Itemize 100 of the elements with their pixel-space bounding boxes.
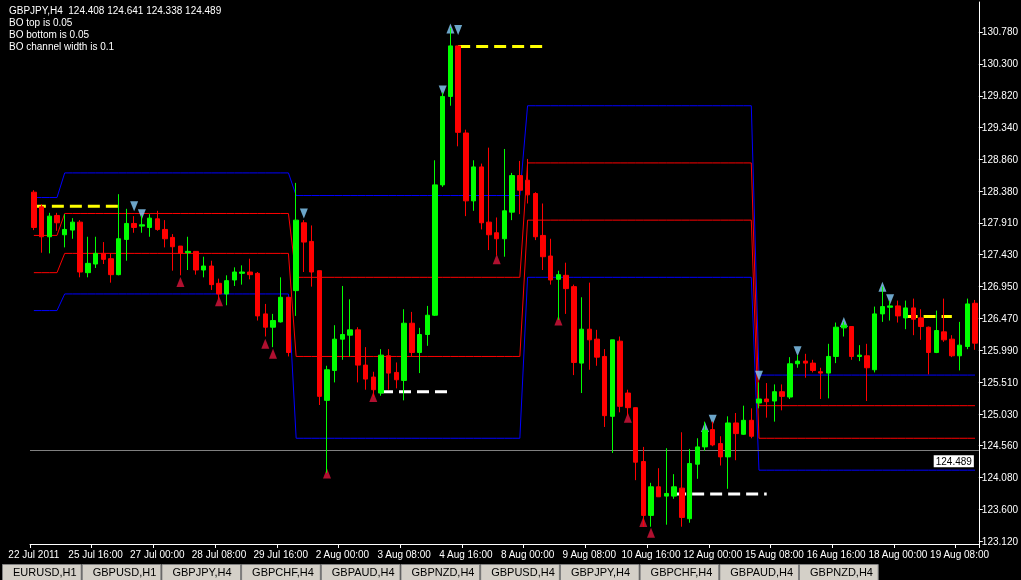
candlestick bbox=[733, 412, 739, 461]
candlestick bbox=[293, 182, 299, 317]
candlestick bbox=[934, 310, 939, 354]
candlestick bbox=[386, 348, 391, 391]
text: GBPUSD,H1 bbox=[92, 565, 157, 578]
y-tick-label: 130.780 bbox=[981, 26, 1019, 38]
candlestick bbox=[355, 326, 361, 383]
candlestick bbox=[85, 236, 91, 278]
x-tick-label: 12 Aug 00:00 bbox=[683, 548, 743, 560]
text: GBPJPY,H4 bbox=[570, 565, 631, 578]
point bbox=[176, 276, 185, 287]
x-tick-label: 9 Aug 08:00 bbox=[562, 548, 617, 560]
candlestick bbox=[803, 353, 808, 379]
candlestick bbox=[239, 264, 245, 286]
point bbox=[755, 370, 763, 381]
x-tick-label: 16 Aug 16:00 bbox=[806, 548, 867, 560]
candlestick bbox=[255, 271, 260, 322]
x-tick-label: 25 Jul 16:00 bbox=[68, 548, 124, 560]
y-tick-label: 123.600 bbox=[981, 503, 1019, 515]
x-tick-label: 8 Aug 00:00 bbox=[500, 548, 555, 560]
candlestick bbox=[787, 356, 793, 400]
x-tick-label: 15 Aug 08:00 bbox=[744, 548, 805, 560]
candlestick bbox=[224, 274, 229, 306]
candlestick bbox=[656, 467, 661, 498]
candlestick bbox=[232, 266, 237, 287]
y-tick-label: 126.950 bbox=[981, 281, 1019, 293]
candlestick bbox=[394, 361, 399, 389]
point bbox=[492, 254, 501, 265]
line-series bbox=[33, 276, 976, 471]
point bbox=[886, 294, 895, 305]
candlestick bbox=[633, 407, 638, 481]
candlestick bbox=[347, 298, 353, 357]
candlestick bbox=[749, 407, 754, 439]
candlestick bbox=[201, 256, 206, 278]
candlestick bbox=[918, 308, 924, 341]
text: GBPAUD,H4 bbox=[331, 565, 395, 578]
point bbox=[215, 296, 223, 307]
candlestick bbox=[124, 208, 129, 262]
candlestick bbox=[571, 284, 577, 376]
point bbox=[299, 208, 308, 219]
y-tick-label: 124.080 bbox=[981, 472, 1019, 483]
y-tick-label: 127.430 bbox=[981, 249, 1019, 261]
candlestick bbox=[162, 219, 168, 248]
candlestick bbox=[409, 311, 415, 357]
point bbox=[438, 85, 447, 96]
y-tick-label: 130.300 bbox=[981, 58, 1019, 70]
y-tick-label: 127.910 bbox=[981, 217, 1019, 229]
x-tick-label: 29 Jul 16:00 bbox=[253, 548, 309, 560]
candlestick bbox=[772, 383, 777, 423]
candlestick bbox=[479, 163, 484, 230]
candlestick bbox=[209, 260, 214, 291]
candlestick bbox=[47, 212, 52, 254]
candlestick bbox=[617, 336, 623, 413]
candlestick bbox=[741, 405, 746, 436]
y-tick-label: 124.560 bbox=[981, 440, 1019, 452]
candlestick bbox=[286, 296, 291, 357]
candlestick bbox=[517, 160, 523, 215]
y-tick-label: 123.120 bbox=[981, 535, 1019, 547]
candlestick bbox=[725, 415, 731, 490]
candlestick bbox=[116, 193, 121, 276]
candlestick bbox=[455, 45, 461, 147]
point bbox=[708, 414, 717, 425]
candlestick bbox=[671, 473, 677, 500]
candlestick bbox=[679, 431, 685, 528]
candlestick bbox=[687, 448, 692, 524]
candlestick bbox=[340, 285, 345, 361]
candlestick bbox=[579, 296, 584, 394]
y-tick-label: 128.380 bbox=[981, 186, 1019, 198]
point bbox=[323, 468, 331, 479]
candlestick bbox=[610, 339, 615, 454]
candlestick bbox=[648, 482, 654, 528]
candlestick bbox=[39, 203, 44, 254]
candlestick bbox=[849, 326, 854, 361]
candlestick bbox=[70, 217, 75, 240]
candlestick bbox=[263, 303, 268, 338]
x-tick-label: 2 Aug 00:00 bbox=[315, 548, 370, 560]
candlestick bbox=[810, 359, 816, 373]
y-tick-label: 129.820 bbox=[981, 90, 1019, 102]
x-tick-label: 3 Aug 08:00 bbox=[377, 548, 432, 560]
text: GBPCHF,H4 bbox=[252, 565, 314, 578]
candlestick bbox=[147, 213, 152, 238]
y-tick-label: 128.860 bbox=[981, 154, 1019, 166]
candlestick bbox=[965, 298, 970, 350]
candlestick bbox=[131, 215, 137, 234]
candlestick bbox=[941, 298, 947, 343]
point bbox=[454, 24, 463, 35]
point bbox=[269, 348, 277, 359]
candlestick bbox=[62, 213, 67, 248]
candlestick bbox=[471, 159, 476, 212]
y-tick-label: 129.340 bbox=[981, 122, 1019, 134]
text: GBPJPY,H4 bbox=[172, 565, 232, 578]
candlestick bbox=[486, 147, 492, 251]
candlestick bbox=[417, 327, 422, 374]
point bbox=[623, 412, 632, 423]
candlestick bbox=[247, 258, 253, 280]
candlestick bbox=[170, 233, 175, 272]
point bbox=[130, 201, 139, 212]
text: GBPCHF,H4 bbox=[650, 565, 713, 578]
candlestick bbox=[301, 219, 307, 273]
candlestick bbox=[826, 343, 831, 399]
